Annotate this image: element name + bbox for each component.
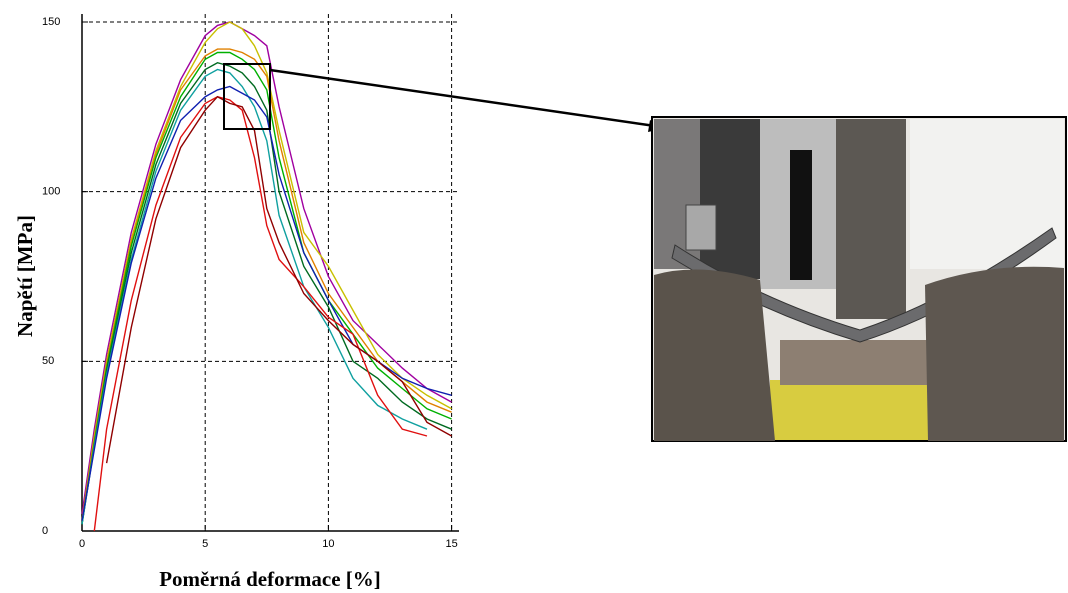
y-tick-label: 0 (42, 525, 48, 537)
y-tick-label: 150 (42, 16, 60, 28)
x-tick-label: 5 (202, 538, 208, 550)
figure: Poměrná deformace [%] Napětí [MPa] 0 5 10 1… (0, 0, 1068, 593)
y-tick-label: 50 (42, 355, 54, 367)
photo (652, 117, 1066, 441)
data-line (82, 22, 452, 521)
data-line (82, 87, 452, 521)
x-axis-title: Poměrná deformace [%] (159, 567, 381, 591)
data-line (82, 63, 452, 525)
data-line (82, 22, 452, 514)
x-tick-label: 15 (445, 538, 457, 550)
y-axis-title: Napětí [MPa] (13, 215, 37, 337)
x-tick-label: 10 (322, 538, 334, 550)
data-line (82, 53, 452, 525)
data-line (82, 70, 427, 525)
pointer-line (270, 70, 655, 126)
y-tick-label: 100 (42, 186, 60, 198)
data-line (94, 97, 427, 531)
x-tick-label: 0 (79, 538, 85, 550)
page: {"chart_data": {"type": "line", "x_label… (0, 0, 1068, 593)
